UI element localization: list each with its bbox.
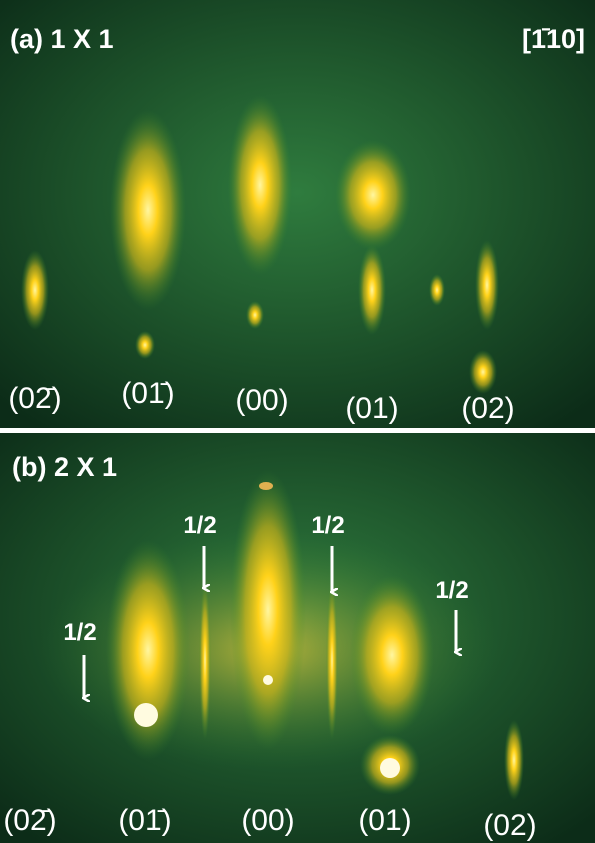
spot xyxy=(263,675,273,685)
spot xyxy=(469,350,497,394)
spot-label: (02) xyxy=(461,392,514,425)
half-order-label: 1/2 xyxy=(63,619,96,646)
spot-label: (02̄) xyxy=(3,804,56,837)
panel-a: (a) 1 X 1 [1̄10] (02̄) (01̄) (00) (01) (… xyxy=(0,0,595,428)
spot xyxy=(380,758,400,778)
rheed-figure: (a) 1 X 1 [1̄10] (02̄) (01̄) (00) (01) (… xyxy=(0,0,595,843)
spot-label: (01̄) xyxy=(121,377,174,410)
panel-title: (b) 2 X 1 xyxy=(12,452,117,482)
direction-label: [1̄10] xyxy=(522,24,585,54)
streak xyxy=(358,245,386,335)
panel-title: (a) 1 X 1 xyxy=(10,24,114,54)
half-order-streak xyxy=(199,580,211,740)
half-order-label: 1/2 xyxy=(183,512,216,539)
spot xyxy=(259,482,273,490)
spot xyxy=(134,703,158,727)
half-order-streak xyxy=(326,580,338,740)
spot-label: (02̄) xyxy=(8,382,61,415)
streak xyxy=(504,720,524,800)
page: (a) 1 X 1 [1̄10] (02̄) (01̄) (00) (01) (… xyxy=(0,0,595,843)
spot-label: (01) xyxy=(358,804,411,837)
streak xyxy=(21,250,49,330)
streak xyxy=(335,140,411,250)
streak xyxy=(230,470,306,750)
spot-label: (00) xyxy=(241,804,294,837)
half-order-label: 1/2 xyxy=(311,512,344,539)
spot-label: (01̄) xyxy=(118,804,171,837)
panel-background xyxy=(0,0,595,428)
streak xyxy=(475,240,499,330)
spot-label: (02) xyxy=(483,809,536,842)
spot xyxy=(135,331,155,359)
spot xyxy=(246,301,264,329)
spot-label: (00) xyxy=(235,384,288,417)
panel-b: (b) 2 X 1 1/2 1/2 1/2 1/2 (02̄) (01̄) (0… xyxy=(0,433,595,843)
spot xyxy=(429,274,445,306)
streak xyxy=(350,575,434,735)
spot-label: (01) xyxy=(345,392,398,425)
streak xyxy=(110,110,186,310)
streak xyxy=(228,95,292,275)
streak xyxy=(106,540,190,760)
half-order-label: 1/2 xyxy=(435,577,468,604)
